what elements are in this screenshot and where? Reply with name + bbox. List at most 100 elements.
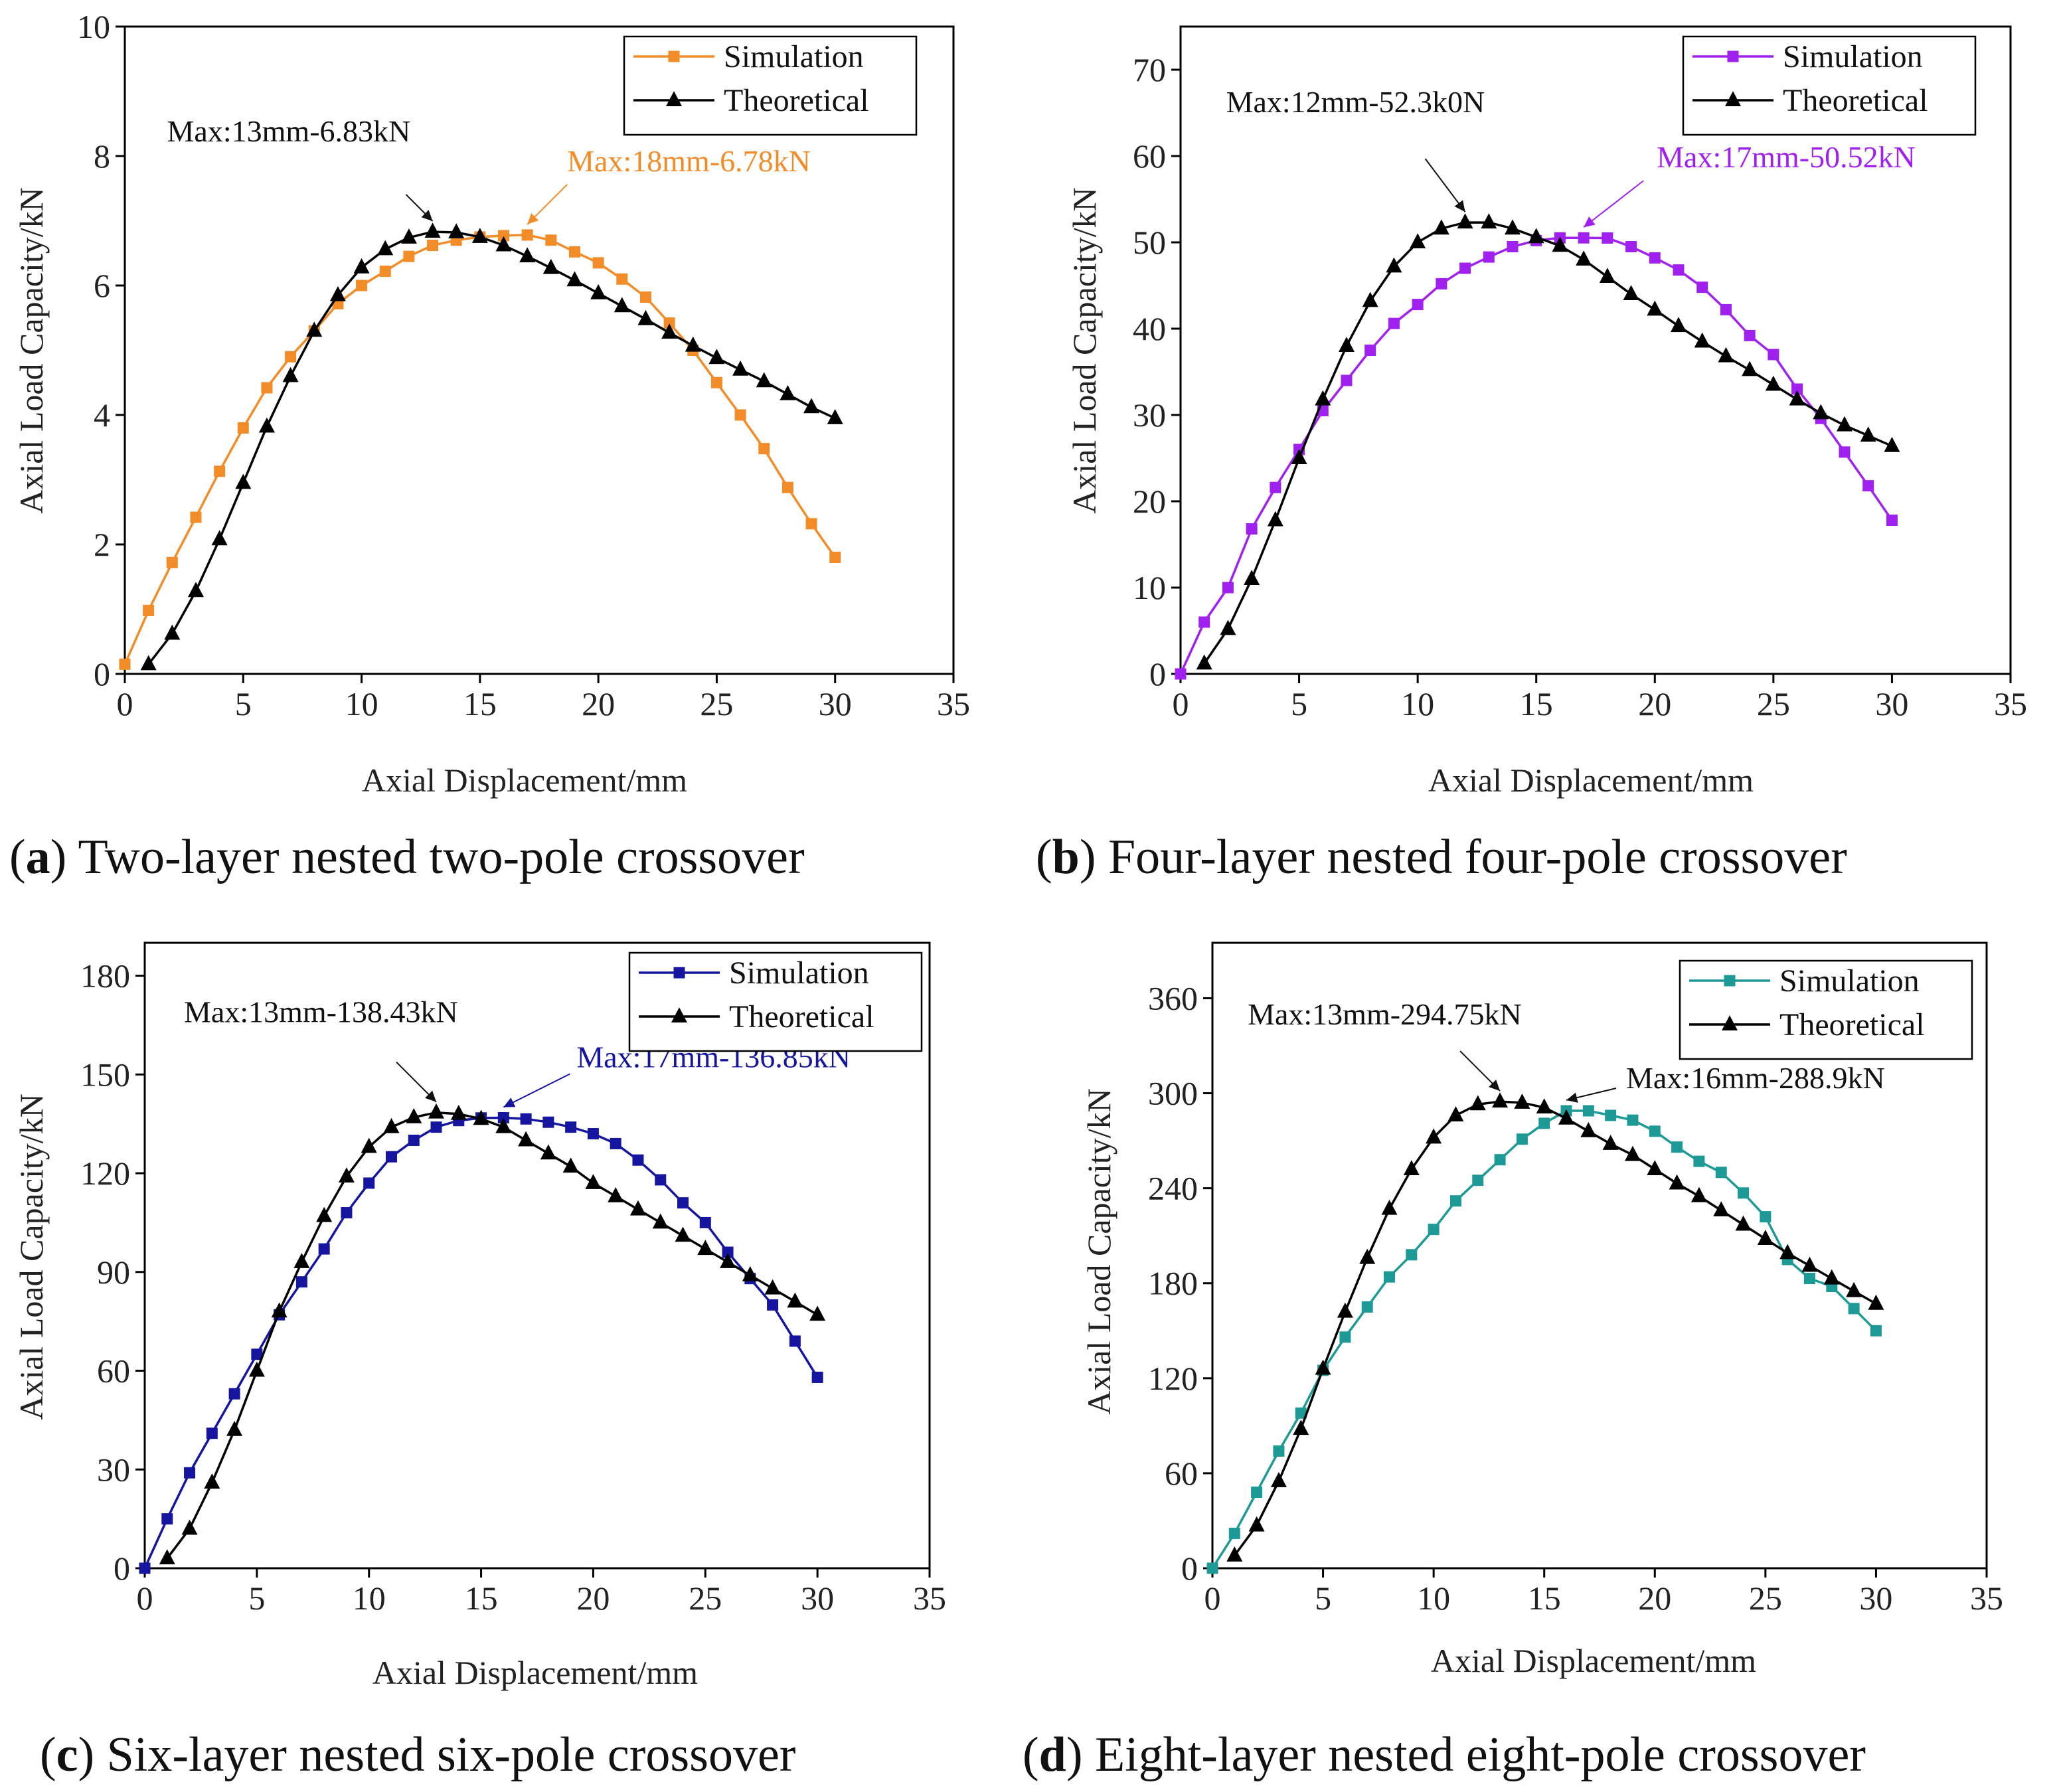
x-axis-label: Axial Displacement/mm [1428, 762, 1754, 799]
legend-swatch-marker [673, 967, 685, 979]
data-point [1220, 619, 1236, 635]
annotation-label: Max:17mm-50.52kN [1657, 140, 1916, 174]
data-point [1362, 291, 1378, 307]
data-point [1472, 1175, 1484, 1186]
annotation-arrowhead [1566, 1092, 1578, 1103]
legend-swatch-marker [1727, 50, 1739, 62]
data-point [1837, 416, 1853, 432]
y-axis-label: Axial Load Capacity/kN [1066, 187, 1103, 514]
data-point [1715, 1167, 1727, 1179]
series-layer [119, 222, 843, 671]
data-point [187, 582, 204, 598]
panel-c: 0 5 10 15 20 25 30 35 0 30 60 90 120 150 180 Max:13mm-… [13, 941, 946, 1782]
data-point [587, 1128, 599, 1140]
data-point [385, 1151, 397, 1163]
data-point [1267, 511, 1283, 527]
data-point [1886, 515, 1898, 527]
data-point [732, 360, 749, 376]
data-point [1647, 1160, 1663, 1176]
x-tick-label: 5 [1315, 1580, 1331, 1617]
data-point [1514, 1094, 1530, 1109]
data-point [639, 291, 651, 303]
data-point [1337, 1302, 1353, 1318]
annotation-arrowhead [503, 1098, 516, 1107]
data-point [1760, 1211, 1771, 1223]
data-point [206, 1427, 218, 1439]
annotation-arrowhead [1584, 216, 1596, 228]
series-line [147, 230, 836, 665]
tick-labels: 0 5 10 15 20 25 30 35 0 10 20 30 40 50 60 70 [1133, 51, 2027, 722]
y-tick-label: 0 [1181, 1550, 1198, 1587]
data-point [228, 1388, 240, 1400]
data-point [1669, 1174, 1685, 1190]
data-point [1718, 347, 1734, 363]
data-point [1381, 1199, 1398, 1215]
legend-entries: Simulation Theoretical [633, 39, 869, 118]
legend: Simulation Theoretical [628, 951, 923, 1052]
data-point [1406, 1249, 1418, 1261]
data-point [1315, 390, 1331, 406]
data-point [1426, 1128, 1442, 1144]
data-point [655, 1174, 667, 1186]
data-point [1528, 228, 1544, 244]
data-point [1270, 481, 1281, 493]
panel-caption: (d) Eight-layer nested eight-pole crosso… [1023, 1728, 1866, 1782]
data-point [1823, 1269, 1840, 1285]
data-point [1315, 1359, 1331, 1375]
legend-swatch-marker [671, 1007, 687, 1022]
x-tick-label: 30 [801, 1580, 834, 1617]
data-point [677, 1197, 689, 1209]
data-point [1516, 1133, 1528, 1145]
annotation-arrow [503, 1073, 570, 1108]
data-point [1870, 1325, 1882, 1337]
x-tick-label: 5 [248, 1580, 265, 1617]
legend-entries: Simulation Theoretical [1689, 963, 1925, 1042]
caption-title: Two-layer nested two-pole crossover [78, 830, 804, 884]
x-tick-label: 10 [1417, 1580, 1450, 1617]
data-point [1757, 1230, 1773, 1245]
data-point [1507, 241, 1519, 252]
data-point [780, 385, 796, 400]
data-point [632, 1154, 644, 1166]
data-point [143, 604, 155, 616]
data-point [829, 552, 841, 563]
data-point [1196, 654, 1212, 670]
data-point [1206, 1562, 1218, 1574]
series-theoretical [159, 1103, 826, 1565]
x-tick-label: 25 [1749, 1580, 1782, 1617]
data-point [1649, 252, 1661, 264]
data-point [629, 1200, 646, 1216]
data-point [1291, 449, 1307, 464]
y-axis-label: Axial Load Capacity/kN [1080, 1088, 1117, 1415]
data-point [663, 317, 675, 329]
data-point [1742, 361, 1758, 376]
data-point [406, 1107, 422, 1123]
data-point [285, 351, 297, 363]
data-point [1768, 349, 1779, 361]
legend-label: Theoretical [1783, 83, 1928, 118]
annotation-arrowhead [1454, 200, 1465, 212]
series-simulation [119, 229, 841, 670]
data-point [1578, 232, 1590, 244]
x-tick-label: 0 [1173, 685, 1189, 722]
data-point [1403, 1160, 1420, 1176]
legend-swatch-marker [668, 50, 680, 62]
data-point [592, 257, 604, 269]
ticks [116, 25, 955, 683]
data-point [383, 1117, 400, 1133]
x-tick-label: 10 [353, 1580, 386, 1617]
y-tick-label: 30 [97, 1451, 130, 1488]
x-tick-label: 0 [1204, 1580, 1221, 1617]
data-point [1505, 219, 1521, 235]
data-point [1582, 1105, 1594, 1117]
data-point [1625, 241, 1637, 252]
data-point [675, 1226, 691, 1242]
legend-label: Simulation [1779, 963, 1920, 999]
data-point [1801, 1256, 1818, 1272]
data-point [1293, 1420, 1309, 1435]
data-point [518, 1131, 535, 1147]
data-point [1862, 480, 1874, 492]
data-point [1623, 285, 1639, 300]
data-point [1492, 1092, 1509, 1108]
data-point [1494, 1154, 1506, 1166]
